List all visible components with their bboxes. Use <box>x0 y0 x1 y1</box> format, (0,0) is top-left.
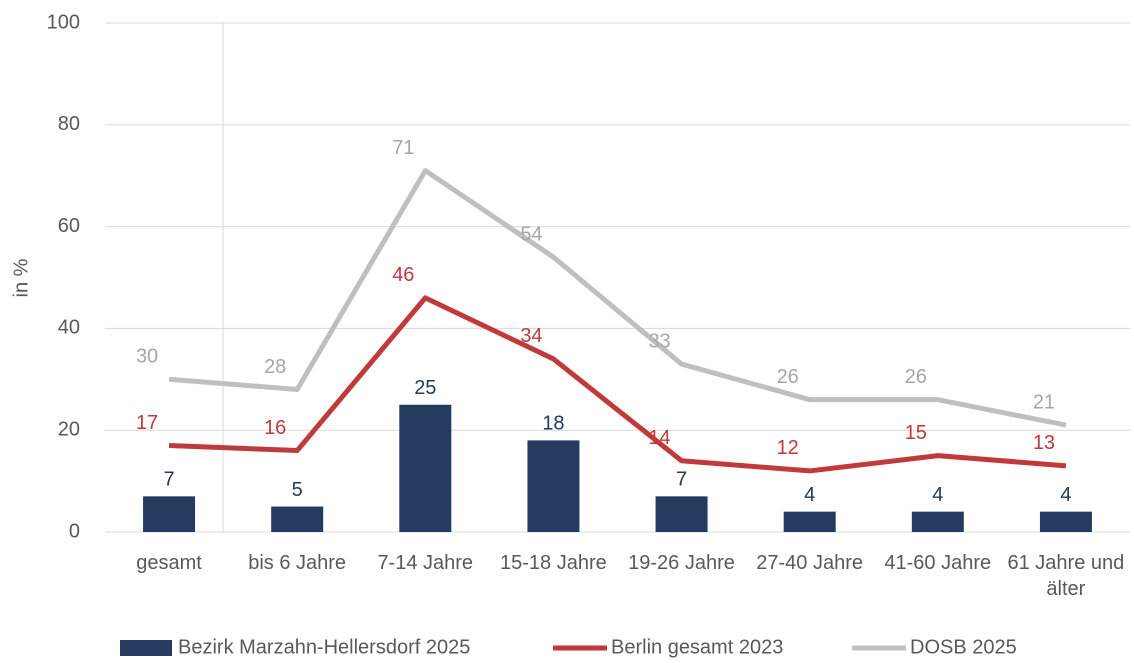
data-label: 71 <box>392 137 414 159</box>
bar <box>911 511 964 532</box>
data-label: 46 <box>392 264 414 286</box>
bar <box>271 506 324 532</box>
data-label: 54 <box>520 223 542 245</box>
legend-label: Bezirk Marzahn-Hellersdorf 2025 <box>178 636 470 658</box>
data-label: 4 <box>1060 484 1071 506</box>
x-tick-label: bis 6 Jahre <box>248 552 347 574</box>
line <box>168 295 1067 474</box>
y-tick-label: 40 <box>58 317 80 339</box>
x-tick-label: 27-40 Jahre <box>756 552 863 574</box>
bar <box>655 496 708 532</box>
data-label: 14 <box>648 427 670 449</box>
data-label: 15 <box>905 422 927 444</box>
data-label: 7 <box>164 469 175 491</box>
x-tick-label: 15-18 Jahre <box>500 552 607 574</box>
data-label: 17 <box>136 412 158 434</box>
bar <box>1039 511 1092 532</box>
legend-label: Berlin gesamt 2023 <box>611 636 783 658</box>
data-label: 26 <box>777 366 799 388</box>
bar <box>143 496 196 532</box>
data-label: 18 <box>542 413 564 435</box>
bar <box>783 511 836 532</box>
x-tick-label: 61 Jahre und älter <box>1007 552 1125 600</box>
legend-label: DOSB 2025 <box>910 636 1017 658</box>
x-tick-label: 7-14 Jahre <box>377 552 474 574</box>
x-tick-label: 41-60 Jahre <box>884 552 992 574</box>
legend-swatch <box>120 640 172 656</box>
data-label: 16 <box>264 417 286 439</box>
data-label: 7 <box>676 469 687 491</box>
y-tick-label: 80 <box>58 113 80 135</box>
data-label: 21 <box>1033 391 1055 413</box>
data-label: 5 <box>292 479 303 501</box>
bar <box>527 440 580 532</box>
data-label: 26 <box>905 366 927 388</box>
y-tick-label: 60 <box>58 215 80 237</box>
data-label: 33 <box>648 330 670 352</box>
data-label: 28 <box>264 356 286 378</box>
y-tick-label: 0 <box>69 520 80 542</box>
y-tick-label: 100 <box>47 11 80 33</box>
data-label: 4 <box>932 484 943 506</box>
data-label: 30 <box>136 346 158 368</box>
data-label: 25 <box>414 377 436 399</box>
line <box>168 168 1067 428</box>
y-tick-label: 20 <box>58 418 80 440</box>
data-label: 4 <box>804 484 815 506</box>
bar <box>399 404 452 532</box>
x-tick-label: 19-26 Jahre <box>628 552 735 574</box>
data-label: 13 <box>1033 432 1055 454</box>
data-label: 34 <box>520 325 542 347</box>
x-tick-label: gesamt <box>136 552 202 574</box>
y-axis-label: in % <box>10 258 32 297</box>
data-label: 12 <box>777 437 799 459</box>
